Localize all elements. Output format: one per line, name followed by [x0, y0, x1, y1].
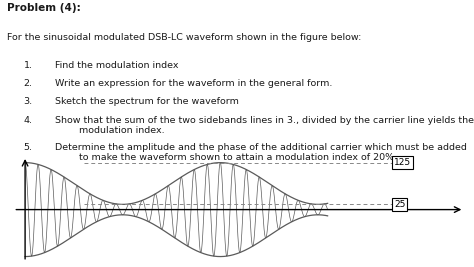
Text: 2.: 2.	[24, 79, 33, 88]
Text: Sketch the spectrum for the waveform: Sketch the spectrum for the waveform	[55, 97, 238, 107]
Text: Write an expression for the waveform in the general form.: Write an expression for the waveform in …	[55, 79, 332, 88]
Text: Problem (4):: Problem (4):	[7, 3, 81, 13]
Text: 125: 125	[394, 158, 411, 167]
Text: 1.: 1.	[24, 61, 33, 70]
Text: 25: 25	[394, 200, 405, 209]
Text: 4.: 4.	[24, 116, 33, 125]
Text: 5.: 5.	[24, 143, 33, 152]
Text: Determine the amplitude and the phase of the additional carrier which must be ad: Determine the amplitude and the phase of…	[55, 143, 466, 162]
Text: For the sinusoidal modulated DSB-LC waveform shown in the figure below:: For the sinusoidal modulated DSB-LC wave…	[7, 33, 362, 42]
Text: 3.: 3.	[24, 97, 33, 107]
Text: Show that the sum of the two sidebands lines in 3., divided by the carrier line : Show that the sum of the two sidebands l…	[55, 116, 474, 135]
Text: Find the modulation index: Find the modulation index	[55, 61, 178, 70]
